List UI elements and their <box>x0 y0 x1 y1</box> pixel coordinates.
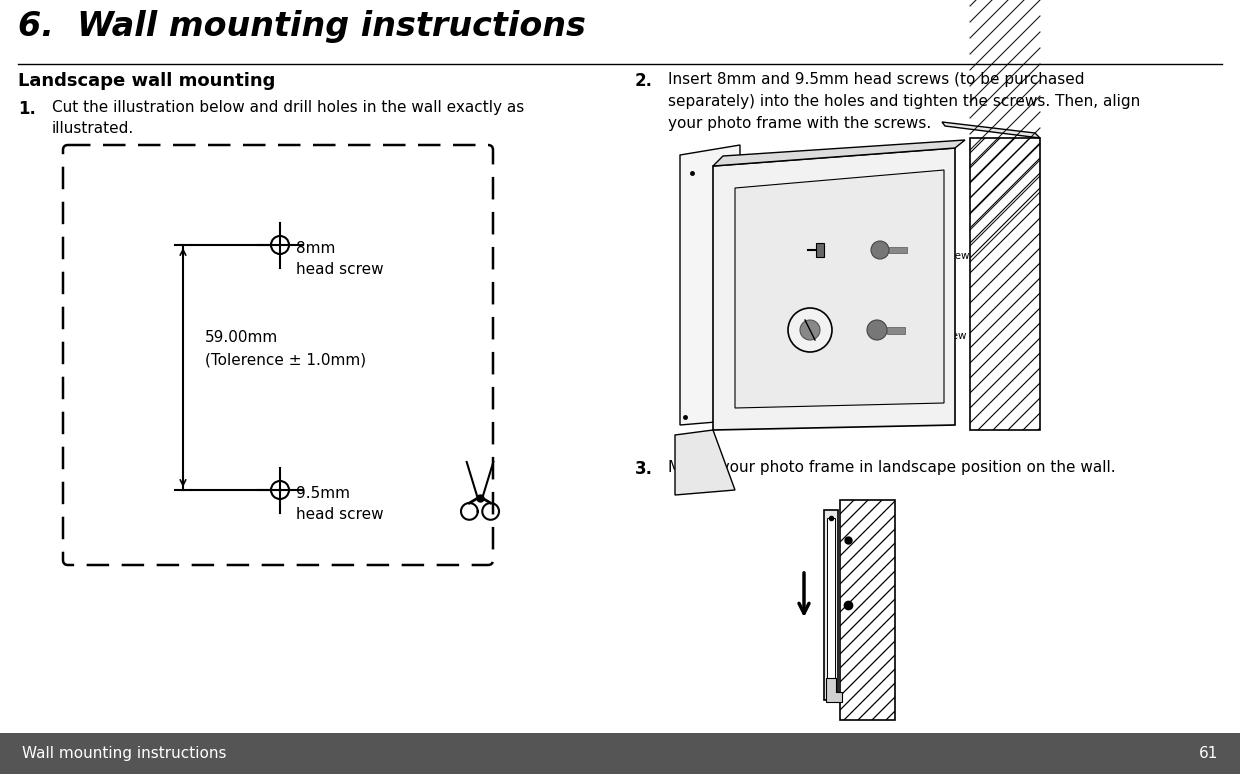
Text: Insert 8mm and 9.5mm head screws (to be purchased
separately) into the holes and: Insert 8mm and 9.5mm head screws (to be … <box>668 72 1141 132</box>
Text: 6.  Wall mounting instructions: 6. Wall mounting instructions <box>19 10 585 43</box>
Circle shape <box>867 320 887 340</box>
Text: 9.5mm
head screw: 9.5mm head screw <box>296 486 383 522</box>
Polygon shape <box>839 500 895 720</box>
Text: 8mm
head screw: 8mm head screw <box>910 238 970 261</box>
Text: 59.00mm
(Tolerence ± 1.0mm): 59.00mm (Tolerence ± 1.0mm) <box>205 330 366 368</box>
Text: 9.5mm
head screw: 9.5mm head screw <box>906 318 966 341</box>
Polygon shape <box>713 140 965 166</box>
Polygon shape <box>713 148 955 430</box>
Circle shape <box>870 241 889 259</box>
Bar <box>0 733 1240 774</box>
Text: Cut the illustration below and drill holes in the wall exactly as
illustrated.: Cut the illustration below and drill hol… <box>52 100 525 136</box>
Text: Landscape wall mounting: Landscape wall mounting <box>19 72 275 90</box>
Polygon shape <box>675 430 735 495</box>
Text: 2.: 2. <box>635 72 653 90</box>
Bar <box>816 243 825 257</box>
Text: Mount your photo frame in landscape position on the wall.: Mount your photo frame in landscape posi… <box>668 460 1116 475</box>
Bar <box>825 510 838 700</box>
Text: 1.: 1. <box>19 100 36 118</box>
Circle shape <box>787 308 832 352</box>
Polygon shape <box>735 170 944 408</box>
Bar <box>827 518 835 678</box>
Polygon shape <box>826 678 842 702</box>
Polygon shape <box>970 138 1040 430</box>
Text: Wall mounting instructions: Wall mounting instructions <box>22 746 227 761</box>
Text: 3.: 3. <box>635 460 653 478</box>
Circle shape <box>800 320 820 340</box>
Text: 8mm
head screw: 8mm head screw <box>296 241 383 277</box>
Polygon shape <box>680 145 740 425</box>
Bar <box>887 327 905 334</box>
Polygon shape <box>942 122 1040 138</box>
Bar <box>889 247 906 253</box>
Text: 61: 61 <box>1199 746 1218 761</box>
